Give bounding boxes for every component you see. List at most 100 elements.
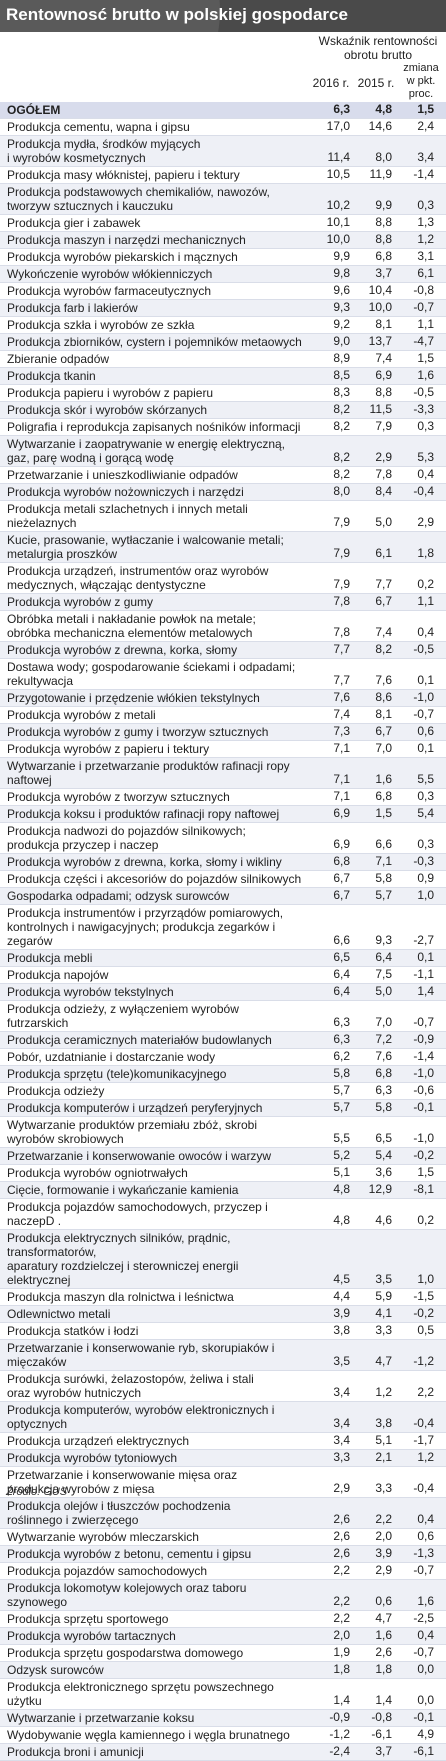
value-change: 5,3 (417, 450, 434, 464)
value-2016: 4,4 (333, 1289, 350, 1303)
value-2015: 2,0 (375, 1529, 392, 1543)
value-2016: 7,9 (333, 577, 350, 591)
title-bar: Rentownosć brutto w polskiej gospodarce (0, 0, 446, 32)
value-2015: 5,1 (375, 1433, 392, 1447)
source-note: Źródło: GUS (6, 1486, 68, 1498)
value-2016: 2,2 (333, 1594, 350, 1608)
value-2015: 6,7 (375, 594, 392, 608)
value-2016: 9,3 (333, 300, 350, 314)
value-2016: 3,3 (333, 1450, 350, 1464)
value-change: 5,5 (417, 772, 434, 786)
value-2015: 5,0 (375, 984, 392, 998)
value-change: 0,1 (417, 950, 434, 964)
value-change: -0,8 (413, 283, 434, 297)
table-row: Produkcja broni i amunicji -2,4 3,7 -6,1 (0, 1744, 446, 1761)
value-change: 1,6 (417, 1594, 434, 1608)
value-2015: 6,7 (375, 724, 392, 738)
value-2016: 2,6 (333, 1546, 350, 1560)
value-change: -1,0 (413, 1131, 434, 1145)
table-row: Produkcja wyrobów z tworzyw sztucznych 7,… (0, 789, 446, 806)
value-2016: 8,2 (333, 450, 350, 464)
logo-watermark (0, 0, 220, 32)
value-2015: 11,9 (369, 167, 392, 181)
value-2016: 2,2 (333, 1611, 350, 1625)
row-label: Produkcja wyrobów tytoniowych (7, 1451, 178, 1465)
table-row: Pobór, uzdatnianie i dostarczanie wody 6,… (0, 1049, 446, 1066)
row-label: Produkcja odzieży (7, 1084, 105, 1098)
header-2016: 2016 r. (312, 76, 350, 90)
value-2016: -0,9 (329, 1710, 350, 1724)
value-change: 1,0 (417, 1272, 434, 1286)
value-2016: 6,5 (333, 950, 350, 964)
value-2016: 1,8 (333, 1662, 350, 1676)
value-2015: 3,8 (375, 1416, 392, 1430)
value-2016: 7,9 (333, 546, 350, 560)
table-row: Produkcja gier i zabawek 10,1 8,8 1,3 (0, 215, 446, 232)
value-change: 0,4 (417, 467, 434, 481)
value-2016: 6,9 (333, 837, 350, 851)
value-2016: 10,0 (326, 232, 350, 246)
table-row: Przygotowanie i przędzenie włókien tekst… (0, 690, 446, 707)
value-change: -3,3 (413, 402, 434, 416)
value-2016: 8,2 (333, 467, 350, 481)
table-row: Produkcja olejów i tłuszczów pochodzenia… (0, 1498, 446, 1529)
table-row: Produkcja urządzeń, instrumentów oraz wy… (0, 563, 446, 594)
value-change: -0,7 (413, 1015, 434, 1029)
row-label: Wytwarzanie i zaopatrywanie w energię el… (7, 437, 286, 465)
value-2016: 5,7 (333, 1100, 350, 1114)
row-label: Produkcja surówki, żelazostopów, żeliwa … (7, 1372, 254, 1400)
table-row: Produkcja wyrobów z drewna, korka, słomy… (0, 642, 446, 659)
table-row: Przetwarzanie i konserwowanie ryb, skoru… (0, 1340, 446, 1371)
value-change: -0,7 (413, 300, 434, 314)
row-label: Produkcja wyrobów z betonu, cementu i gi… (7, 1547, 252, 1561)
row-label: Produkcja wyrobów z papieru i tektury (7, 742, 210, 756)
row-label: Wytwarzanie i przetwarzanie koksu (7, 1711, 195, 1725)
row-label: Produkcja wyrobów z tworzyw sztucznych (7, 790, 230, 804)
value-2015: 3,3 (375, 1481, 392, 1495)
table-row: Produkcja wyrobów ogniotrwałych 5,1 3,6 1,5 (0, 1165, 446, 1182)
table-row: Produkcja odzieży, z wyłączeniem wyrobów… (0, 1001, 446, 1032)
value-change: -1,5 (413, 1289, 434, 1303)
row-label: Produkcja gier i zabawek (7, 216, 141, 230)
table-row: Produkcja wyrobów tartacznych 2,0 1,6 0,4 (0, 1628, 446, 1645)
value-2016: 3,8 (333, 1323, 350, 1337)
value-2016: 7,7 (333, 642, 350, 656)
value-change: 0,2 (417, 577, 434, 591)
value-change: 0,5 (417, 1323, 434, 1337)
row-label: Wytwarzanie i przetwarzanie produktów ra… (7, 759, 290, 787)
value-2015: 13,7 (368, 334, 392, 348)
row-label: Produkcja tkanin (7, 369, 96, 383)
value-2015: 4,1 (375, 1306, 392, 1320)
table-row: Produkcja komputerów, wyrobów elektronic… (0, 1402, 446, 1433)
value-2016: 2,6 (333, 1512, 350, 1526)
table-body: OGÓŁEM 6,3 4,8 1,5 Produkcja cementu, wapna … (0, 102, 446, 1761)
value-2016: 7,1 (333, 741, 350, 755)
value-2015: 2,2 (375, 1512, 392, 1526)
value-2015: 9,3 (375, 933, 392, 947)
value-2016: 4,8 (333, 1213, 350, 1227)
value-change: -0,2 (413, 1306, 434, 1320)
value-change: 0,1 (417, 741, 434, 755)
row-label: Produkcja napojów (7, 968, 109, 982)
value-2016: 7,6 (333, 690, 350, 704)
value-change: -1,4 (413, 167, 434, 181)
value-2016: 7,3 (333, 724, 350, 738)
table-row: Kucie, prasowanie, wytłaczanie i walcowa… (0, 532, 446, 563)
value-2015: 8,8 (375, 385, 392, 399)
value-2016: 5,1 (333, 1165, 350, 1179)
value-2015: 6,4 (375, 950, 392, 964)
value-change: 6,1 (417, 266, 434, 280)
value-2015: 2,9 (375, 450, 392, 464)
table-row: Produkcja metali szlachetnych i innych m… (0, 501, 446, 532)
value-2015: 2,9 (375, 1563, 392, 1577)
row-label: Produkcja maszyn dla rolnictwa i leśnict… (7, 1290, 234, 1304)
value-2016: 10,2 (326, 198, 350, 212)
row-label: Produkcja mebli (7, 951, 93, 965)
value-2015: 8,2 (375, 642, 392, 656)
value-2015: 2,1 (375, 1450, 392, 1464)
value-change: -0,4 (413, 484, 434, 498)
table-row: Wydobywanie węgla kamiennego i węgla bru… (0, 1727, 446, 1744)
table-row: Wytwarzanie produktów przemiału zbóż, sk… (0, 1117, 446, 1148)
row-label: Odlewnictwo metali (7, 1307, 111, 1321)
row-label: Wytwarzanie produktów przemiału zbóż, sk… (7, 1118, 257, 1146)
